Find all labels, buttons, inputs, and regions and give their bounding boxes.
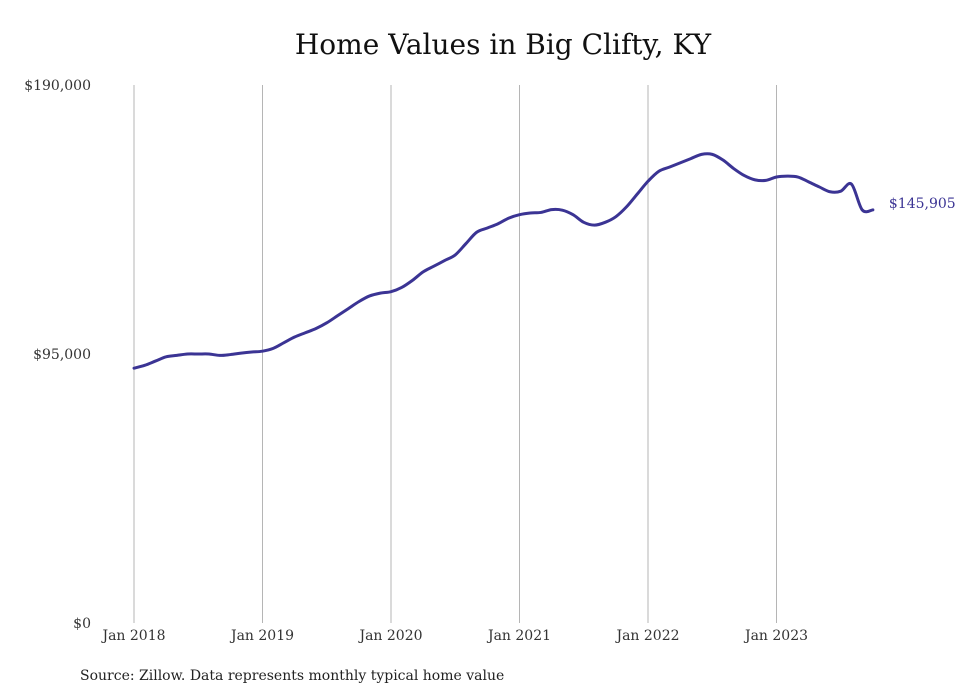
x-tick-label: Jan 2018 [100,628,165,644]
end-value-label: $145,905 [889,196,956,212]
series-line [132,152,875,370]
x-tick-label: Jan 2020 [357,628,422,644]
y-axis-ticks: $0 $95,000 $190,000 [24,78,91,632]
y-tick-label: $190,000 [24,78,91,94]
x-tick-label: Jan 2021 [486,628,551,644]
y-tick-label: $95,000 [33,347,91,363]
chart-title: Home Values in Big Clifty, KY [294,28,712,61]
x-tick-label: Jan 2022 [614,628,679,644]
series-layer [132,152,875,370]
gridlines [133,85,777,623]
x-tick-label: Jan 2019 [229,628,294,644]
x-axis-ticks: Jan 2018 Jan 2019 Jan 2020 Jan 2021 Jan 2022… [100,628,808,644]
y-tick-label: $0 [73,616,91,632]
source-note: Source: Zillow. Data represents monthly … [80,668,505,684]
x-tick-label: Jan 2023 [743,628,808,644]
label-layer: $145,905 [889,196,956,212]
